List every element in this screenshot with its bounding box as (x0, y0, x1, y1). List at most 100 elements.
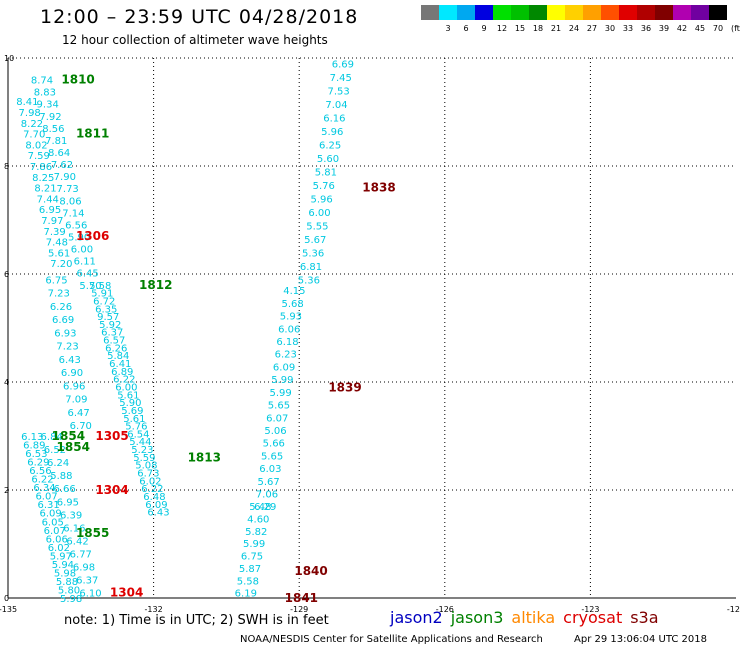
wave-height-value: 8.25 (32, 173, 54, 184)
wave-height-value: 8.02 (25, 140, 47, 151)
wave-height-value: 6.00 (115, 382, 137, 393)
wave-height-value: 6.48 (143, 492, 165, 503)
wave-height-value: 5.87 (239, 564, 261, 575)
legend-jason2: jason2 (390, 608, 443, 627)
wave-height-value: 7.39 (43, 227, 65, 238)
wave-height-value: 8.06 (59, 196, 81, 207)
wave-height-value: 7.86 (30, 162, 52, 173)
scale-label: 42 (676, 24, 688, 33)
pass-label: 1841 (285, 591, 318, 605)
wave-height-value: 9.57 (97, 312, 119, 323)
wave-height-value: 6.11 (74, 257, 96, 268)
wave-height-value: 6.70 (70, 421, 92, 432)
wave-height-value: 6.29 (27, 458, 49, 469)
wave-height-value: 7.04 (325, 100, 347, 111)
wave-height-value: 7.23 (56, 342, 78, 353)
scale-swatch (565, 5, 583, 20)
wave-height-value: 6.95 (39, 205, 61, 216)
wave-height-value: 5.96 (321, 127, 343, 138)
wave-height-value: 6.89 (111, 367, 133, 378)
pass-label: 1306 (76, 229, 109, 243)
wave-height-value: 7.20 (50, 259, 72, 270)
wave-height-value: 5.67 (304, 235, 326, 246)
pass-label: 1812 (139, 278, 172, 292)
wave-height-value: 6.34 (33, 483, 55, 494)
wave-height-value: 6.56 (65, 220, 87, 231)
wave-height-value: 6.72 (93, 296, 115, 307)
wave-height-value: 6.42 (66, 536, 88, 547)
wave-height-value: 5.96 (311, 194, 333, 205)
wave-height-value: 8.83 (34, 88, 56, 99)
scale-swatch (583, 5, 601, 20)
scale-swatch (511, 5, 529, 20)
pass-label: 1304 (110, 586, 143, 600)
wave-height-value: 6.05 (42, 517, 64, 528)
wave-height-value: 5.82 (245, 527, 267, 538)
scale-label: 27 (586, 24, 598, 33)
wave-height-value: 6.19 (235, 589, 257, 600)
wave-height-value: 6.07 (44, 526, 66, 537)
wave-height-value: 5.99 (270, 388, 292, 399)
wave-height-value: 5.58 (89, 281, 111, 292)
wave-height-value: 5.98 (60, 594, 82, 605)
scale-label: 70 (712, 24, 724, 33)
scale-label: 36 (640, 24, 652, 33)
pass-label: 1840 (294, 564, 327, 578)
wave-height-value: 5.61 (123, 414, 145, 425)
scale-label: 12 (496, 24, 508, 33)
wave-height-value: 6.57 (103, 336, 125, 347)
scale-swatch (547, 5, 565, 20)
wave-height-value: 5.76 (125, 422, 147, 433)
wave-height-value: 6.22 (31, 475, 53, 486)
wave-height-value: 7.98 (19, 108, 41, 119)
scale-swatch (637, 5, 655, 20)
scale-label: 21 (550, 24, 562, 33)
scale-label: 24 (568, 24, 580, 33)
wave-height-value: 6.69 (332, 59, 354, 70)
wave-height-value: 6.89 (23, 441, 45, 452)
scale-label: 45 (694, 24, 706, 33)
axis-labels: -135 -132 -129 -126 -123 -120 0 2 4 6 8 10 (0, 54, 740, 614)
scale-swatch (493, 5, 511, 20)
wave-height-value: 5.90 (68, 233, 90, 244)
x-tick-label: -135 (0, 605, 17, 614)
wave-height-value: 5.66 (263, 439, 285, 450)
wave-height-value: 6.41 (109, 359, 131, 370)
scale-swatch (619, 5, 637, 20)
legend-cryosat: cryosat (563, 608, 623, 627)
wave-height-value: 6.22 (113, 375, 135, 386)
wave-height-value: 5.23 (131, 445, 153, 456)
scale-swatch (457, 5, 475, 20)
scale-label: 6 (463, 24, 469, 33)
wave-height-value: 8.22 (21, 119, 43, 130)
pass-label: 1838 (362, 181, 395, 195)
generation-timestamp: Apr 29 13:06:04 UTC 2018 (574, 634, 707, 645)
wave-height-value: 7.48 (46, 238, 68, 249)
wave-height-value: 6.13 (21, 432, 43, 443)
wave-height-value: 5.36 (298, 275, 320, 286)
wave-height-value: 6.77 (70, 549, 92, 560)
scale-swatch (709, 5, 727, 20)
scale-swatch (655, 5, 673, 20)
wave-height-value: 7.92 (39, 112, 61, 123)
wave-height-value: 8.21 (34, 184, 56, 195)
wave-height-value: 6.07 (266, 413, 288, 424)
wave-height-value: 5.76 (313, 181, 335, 192)
scale-swatch (529, 5, 547, 20)
wave-height-value: 6.43 (147, 508, 169, 519)
wave-height-value: 5.61 (48, 248, 70, 259)
wave-height-value: 6.26 (105, 343, 127, 354)
wave-height-value: 6.37 (76, 576, 98, 587)
scale-swatch (601, 5, 619, 20)
wave-height-value: 6.06 (46, 534, 68, 545)
pass-label: 1811 (76, 127, 109, 141)
x-tick-label: -126 (436, 605, 454, 614)
wave-height-value: 6.22 (141, 484, 163, 495)
wave-height-value: 7.90 (54, 172, 76, 183)
wave-height-value: 5.67 (258, 477, 280, 488)
wave-height-value: 5.91 (91, 289, 113, 300)
scale-label: 18 (532, 24, 544, 33)
wave-height-value: 6.98 (73, 563, 95, 574)
